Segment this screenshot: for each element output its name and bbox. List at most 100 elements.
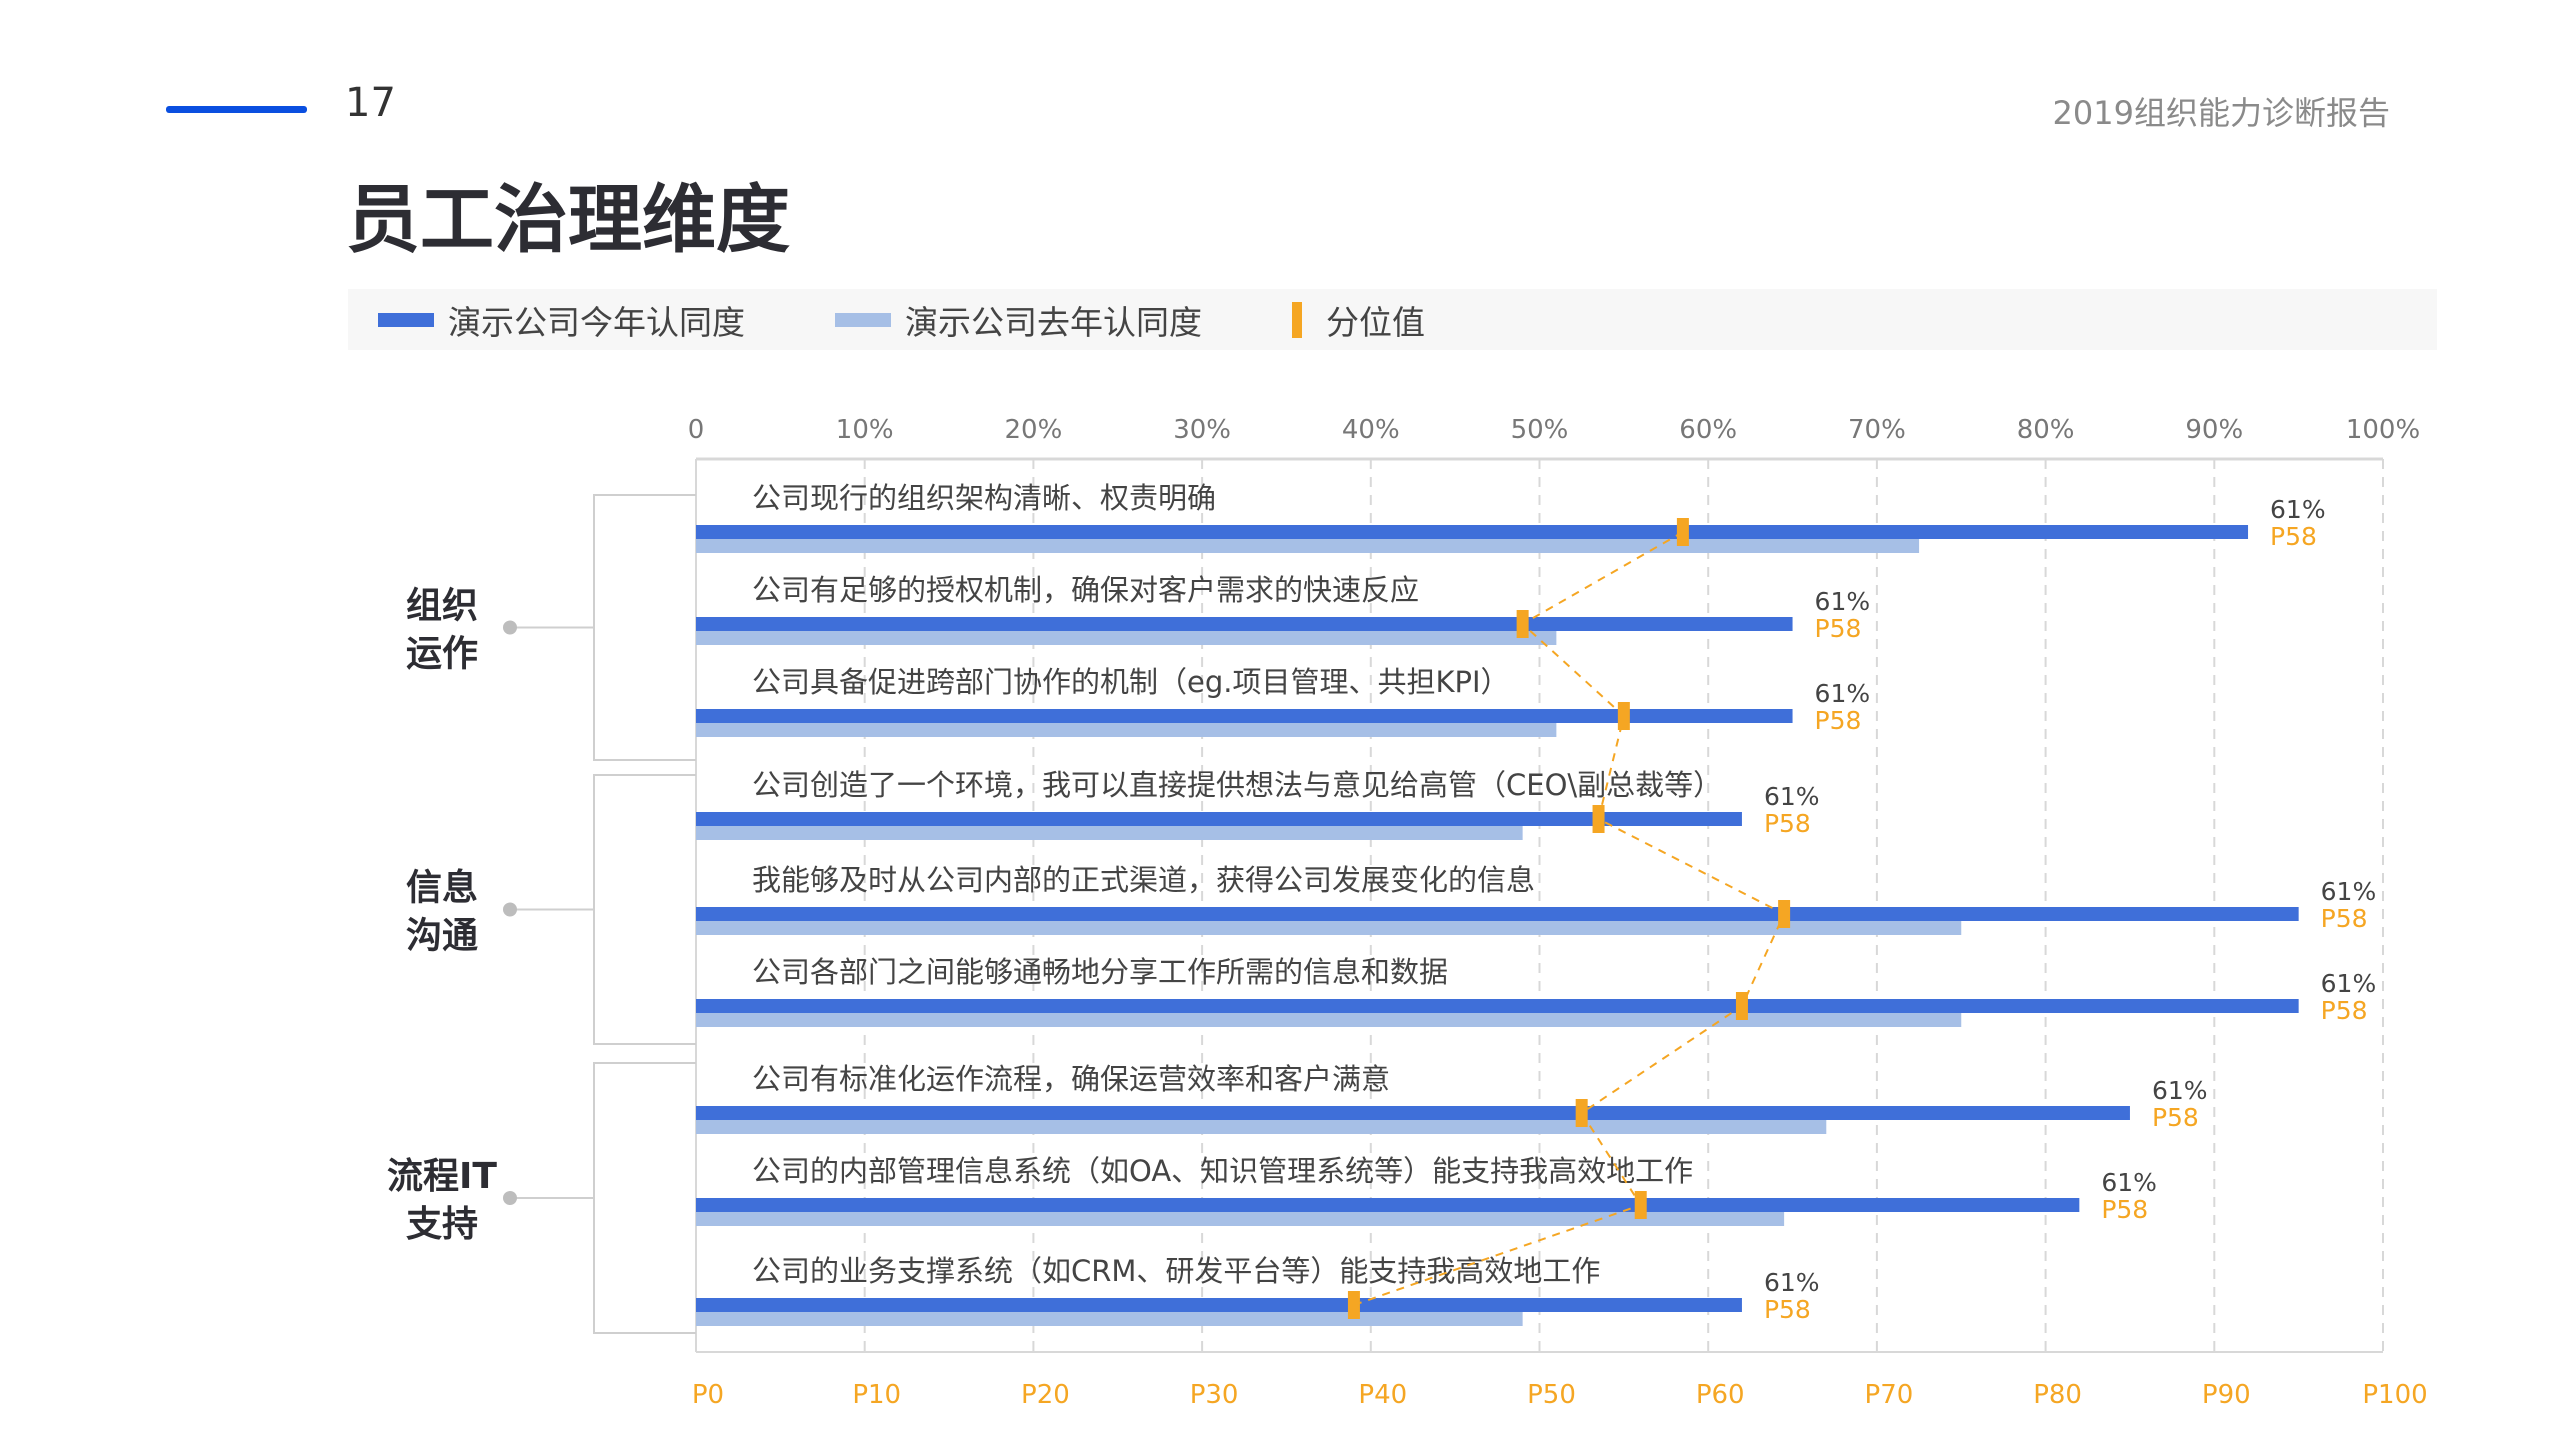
value-label: 61%	[2270, 495, 2326, 524]
top-tick-label: 70%	[1848, 415, 1906, 445]
group-label: 流程IT	[387, 1156, 497, 1197]
page-title: 员工治理维度	[346, 177, 790, 263]
top-tick-label: 40%	[1342, 415, 1400, 445]
bar-this-year	[696, 907, 2299, 921]
group-bracket	[593, 494, 696, 761]
bottom-tick-label: P90	[2202, 1380, 2251, 1410]
bottom-tick-label: P60	[1696, 1380, 1745, 1410]
value-label: 61%	[1815, 587, 1871, 616]
category-label: 我能够及时从公司内部的正式渠道，获得公司发展变化的信息	[752, 863, 1535, 897]
group-label: 运作	[406, 634, 478, 675]
bottom-tick-label: P40	[1358, 1380, 1407, 1410]
percentile-marker	[1778, 900, 1791, 928]
legend-item-this-year: 演示公司今年认同度	[378, 296, 745, 344]
percentile-marker	[1617, 702, 1630, 730]
bar-last-year	[696, 1013, 1962, 1027]
bar-this-year	[696, 812, 1742, 826]
legend: 演示公司今年认同度 演示公司去年认同度 分位值	[348, 289, 2437, 350]
percentile-label: P58	[2101, 1195, 2148, 1224]
bar-this-year	[696, 525, 2249, 539]
bottom-tick-label: P70	[1865, 1380, 1914, 1410]
top-tick-label: 80%	[2017, 415, 2075, 445]
legend-swatch	[835, 312, 891, 327]
bar-last-year	[696, 539, 1920, 553]
bar-last-year	[696, 826, 1523, 840]
group-bracket	[593, 1062, 696, 1334]
category-label: 公司各部门之间能够通畅地分享工作所需的信息和数据	[752, 955, 1448, 989]
percentile-marker	[1634, 1191, 1647, 1219]
group-dot	[503, 1191, 517, 1205]
bar-this-year	[696, 999, 2299, 1013]
bar-last-year	[696, 1120, 1827, 1134]
top-tick-label: 90%	[2185, 415, 2243, 445]
bottom-tick-label: P80	[2033, 1380, 2082, 1410]
top-tick-label: 10%	[836, 415, 894, 445]
percentile-marker	[1575, 1099, 1588, 1127]
category-label: 公司的业务支撑系统（如CRM、研发平台等）能支持我高效地工作	[752, 1254, 1600, 1288]
value-label: 61%	[2321, 877, 2377, 906]
bottom-tick-label: P100	[2362, 1380, 2427, 1410]
percentile-label: P58	[1764, 809, 1811, 838]
value-label: 61%	[1815, 679, 1871, 708]
category-label: 公司创造了一个环境，我可以直接提供想法与意见给高管（CEO\副总裁等）	[752, 768, 1722, 802]
top-tick-label: 50%	[1511, 415, 1569, 445]
group-bracket	[593, 774, 696, 1045]
percentile-label: P58	[1764, 1295, 1811, 1324]
bar-last-year	[696, 921, 1962, 935]
percentile-marker	[1592, 805, 1605, 833]
top-tick-label: 30%	[1173, 415, 1231, 445]
percentile-marker	[1516, 610, 1529, 638]
group-label: 信息	[406, 868, 478, 909]
percentile-label: P58	[1815, 706, 1862, 735]
bar-this-year	[696, 617, 1793, 631]
value-label: 61%	[2101, 1168, 2157, 1197]
bar-this-year	[696, 1198, 2080, 1212]
percentile-label: P58	[2152, 1103, 2199, 1132]
percentile-marker	[1347, 1291, 1360, 1319]
bar-last-year	[696, 631, 1557, 645]
percentile-marker	[1676, 518, 1689, 546]
legend-item-percentile: 分位值	[1292, 296, 1425, 344]
category-label: 公司具备促进跨部门协作的机制（eg.项目管理、共担KPI）	[752, 665, 1510, 699]
category-label: 公司有标准化运作流程，确保运营效率和客户满意	[752, 1062, 1390, 1096]
percentile-marker	[1735, 992, 1748, 1020]
top-tick-label: 20%	[1005, 415, 1063, 445]
percentile-label: P58	[2270, 522, 2317, 551]
bar-last-year	[696, 723, 1557, 737]
report-title: 2019组织能力诊断报告	[2052, 94, 2390, 132]
bottom-tick-label: P50	[1527, 1380, 1576, 1410]
value-label: 61%	[1764, 782, 1820, 811]
group-label: 沟通	[406, 916, 478, 957]
group-dot	[503, 620, 517, 635]
legend-item-last-year: 演示公司去年认同度	[835, 296, 1202, 344]
bar-last-year	[696, 1212, 1785, 1226]
bar-last-year	[696, 1312, 1523, 1326]
bottom-tick-label: P0	[692, 1380, 724, 1410]
percentile-label: P58	[1815, 614, 1862, 643]
top-tick-label: 60%	[1679, 415, 1737, 445]
accent-line	[166, 106, 307, 113]
percentile-label: P58	[2321, 904, 2368, 933]
legend-swatch	[378, 312, 434, 327]
value-label: 61%	[1764, 1268, 1820, 1297]
category-label: 公司现行的组织架构清晰、权责明确	[752, 481, 1216, 515]
legend-label: 分位值	[1326, 302, 1425, 342]
legend-label: 演示公司去年认同度	[905, 302, 1202, 342]
value-label: 61%	[2152, 1076, 2208, 1105]
category-label: 公司的内部管理信息系统（如OA、知识管理系统等）能支持我高效地工作	[752, 1154, 1693, 1188]
bar-this-year	[696, 1298, 1742, 1312]
bottom-tick-label: P20	[1021, 1380, 1070, 1410]
top-tick-label: 100%	[2346, 415, 2420, 445]
bar-this-year	[696, 709, 1793, 723]
top-tick-label: 0	[688, 415, 705, 445]
group-label: 组织	[406, 586, 478, 627]
bar-this-year	[696, 1106, 2130, 1120]
group-dot	[503, 902, 517, 917]
bottom-tick-label: P30	[1190, 1380, 1239, 1410]
bottom-tick-label: P10	[852, 1380, 901, 1410]
group-label: 支持	[406, 1204, 478, 1245]
legend-label: 演示公司今年认同度	[448, 302, 745, 342]
page-number: 17	[345, 80, 396, 126]
legend-swatch	[1292, 301, 1302, 338]
